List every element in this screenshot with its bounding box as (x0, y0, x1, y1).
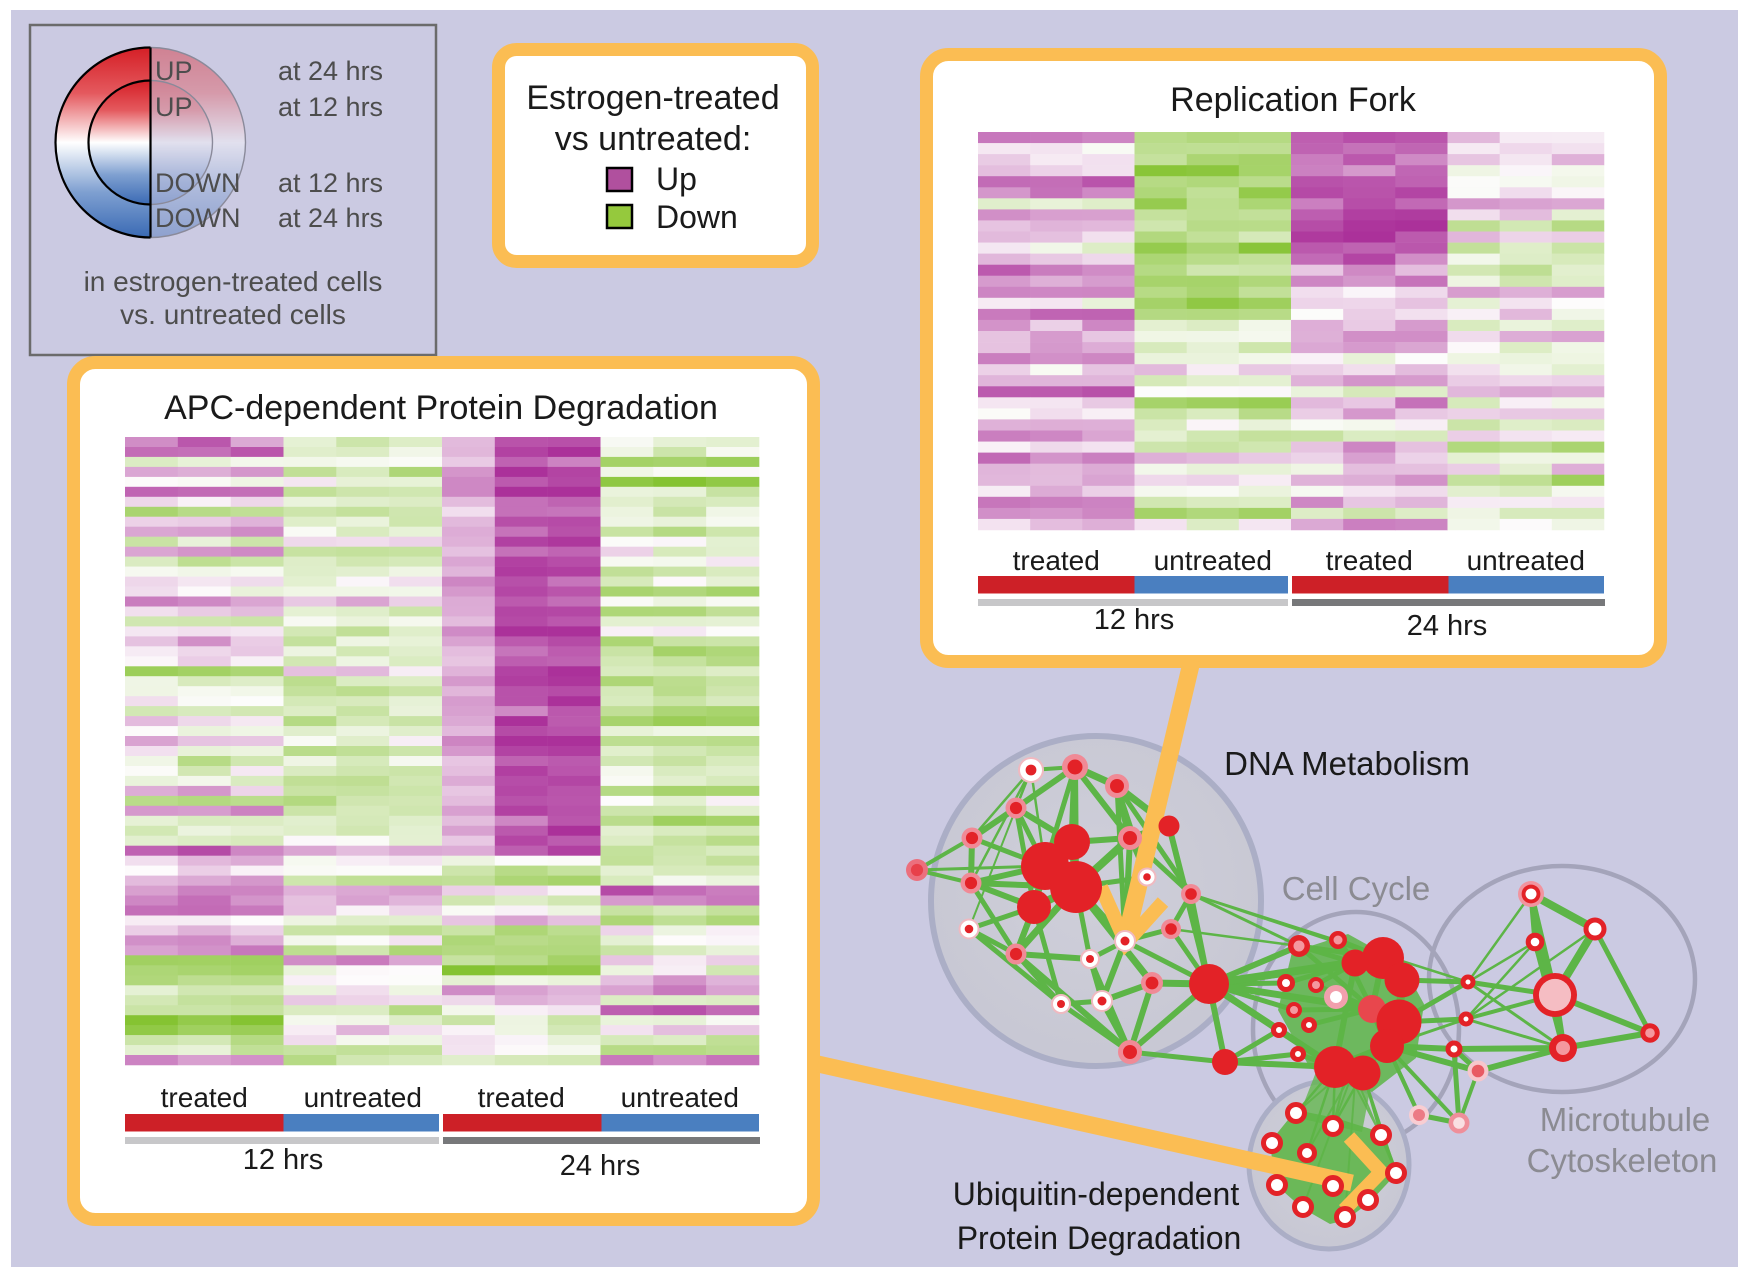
svg-text:at 12 hrs: at 12 hrs (278, 92, 383, 122)
svg-text:at 24 hrs: at 24 hrs (278, 56, 383, 86)
svg-text:treated: treated (478, 1082, 565, 1113)
svg-text:DOWN: DOWN (155, 168, 240, 198)
svg-text:Microtubule: Microtubule (1540, 1101, 1711, 1138)
svg-text:Protein Degradation: Protein Degradation (957, 1220, 1242, 1256)
svg-text:DOWN: DOWN (155, 203, 240, 233)
svg-text:treated: treated (161, 1082, 248, 1113)
svg-text:Up: Up (656, 161, 697, 197)
svg-text:vs. untreated cells: vs. untreated cells (120, 299, 346, 330)
svg-text:UP: UP (155, 92, 193, 122)
svg-text:24 hrs: 24 hrs (560, 1150, 641, 1182)
svg-text:treated: treated (1013, 545, 1100, 576)
svg-text:treated: treated (1326, 545, 1413, 576)
svg-text:at 24 hrs: at 24 hrs (278, 203, 383, 233)
svg-text:untreated: untreated (621, 1082, 739, 1113)
svg-text:Down: Down (656, 199, 738, 235)
svg-text:untreated: untreated (1154, 545, 1272, 576)
svg-text:UP: UP (155, 56, 193, 86)
svg-text:vs untreated:: vs untreated: (555, 120, 752, 158)
svg-text:Replication Fork: Replication Fork (1170, 81, 1417, 119)
svg-text:in estrogen-treated cells: in estrogen-treated cells (84, 266, 383, 297)
svg-text:24 hrs: 24 hrs (1407, 610, 1488, 642)
svg-text:Estrogen-treated: Estrogen-treated (526, 79, 779, 117)
svg-text:DNA Metabolism: DNA Metabolism (1224, 745, 1470, 782)
svg-text:Cell Cycle: Cell Cycle (1282, 870, 1431, 907)
svg-text:12 hrs: 12 hrs (243, 1144, 324, 1176)
svg-text:Ubiquitin-dependent: Ubiquitin-dependent (953, 1176, 1240, 1212)
svg-text:untreated: untreated (304, 1082, 422, 1113)
svg-text:12 hrs: 12 hrs (1094, 604, 1175, 636)
svg-text:untreated: untreated (1467, 545, 1585, 576)
svg-text:Cytoskeleton: Cytoskeleton (1527, 1142, 1718, 1179)
svg-text:APC-dependent Protein Degradat: APC-dependent Protein Degradation (164, 389, 718, 427)
svg-text:at 12 hrs: at 12 hrs (278, 168, 383, 198)
